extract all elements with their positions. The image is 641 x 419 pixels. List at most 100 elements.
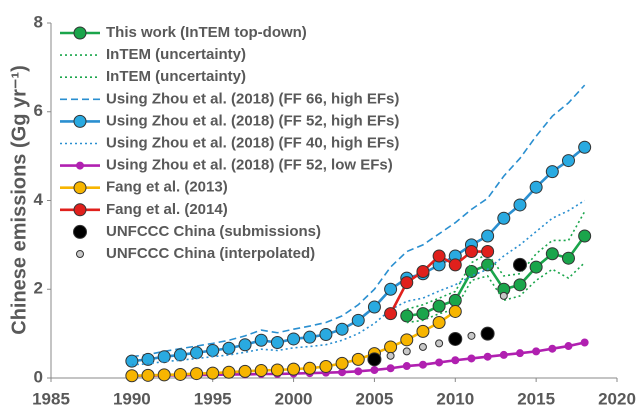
legend-label: UNFCCC China (submissions) bbox=[106, 223, 321, 240]
legend-marker bbox=[73, 224, 87, 239]
data-point bbox=[367, 300, 381, 314]
data-point bbox=[400, 333, 414, 347]
data-point bbox=[451, 356, 460, 365]
data-point bbox=[222, 341, 236, 355]
series-line bbox=[406, 211, 586, 310]
data-point bbox=[561, 154, 575, 168]
series-line bbox=[131, 199, 586, 366]
data-point bbox=[157, 350, 171, 364]
data-point bbox=[125, 369, 139, 383]
y-axis-title: Chinese emissions (Gg yr⁻¹) bbox=[8, 65, 30, 335]
data-point bbox=[532, 347, 541, 356]
data-point bbox=[564, 342, 573, 351]
data-point bbox=[173, 367, 187, 381]
data-point bbox=[319, 359, 333, 373]
legend-label: Fang et al. (2013) bbox=[106, 179, 228, 196]
data-point bbox=[222, 365, 236, 379]
y-tick-label: 6 bbox=[34, 101, 43, 120]
data-point bbox=[432, 299, 446, 313]
data-point bbox=[578, 229, 592, 243]
data-point bbox=[141, 352, 155, 366]
data-point bbox=[173, 348, 187, 362]
x-tick-label: 2005 bbox=[356, 389, 394, 408]
data-point bbox=[418, 342, 427, 351]
y-tick-label: 4 bbox=[34, 190, 44, 209]
data-point bbox=[545, 247, 559, 261]
data-point bbox=[480, 326, 495, 341]
data-point bbox=[481, 245, 495, 259]
data-point bbox=[402, 347, 411, 356]
x-tick-label: 2020 bbox=[598, 389, 636, 408]
legend-marker bbox=[73, 26, 87, 40]
data-point bbox=[529, 260, 543, 274]
data-point bbox=[367, 352, 382, 367]
data-point bbox=[190, 346, 204, 360]
data-point bbox=[515, 349, 524, 358]
data-point bbox=[254, 333, 268, 347]
x-tick-label: 1985 bbox=[32, 389, 70, 408]
data-point bbox=[287, 332, 301, 346]
data-point bbox=[157, 368, 171, 382]
data-point bbox=[400, 276, 414, 290]
data-point bbox=[529, 180, 543, 194]
data-point bbox=[548, 344, 557, 353]
data-point bbox=[354, 367, 363, 376]
data-point bbox=[125, 354, 139, 368]
legend-marker bbox=[76, 161, 84, 170]
data-point bbox=[335, 356, 349, 370]
data-point bbox=[238, 338, 252, 352]
data-point bbox=[351, 313, 365, 327]
data-point bbox=[513, 198, 527, 212]
y-tick-label: 2 bbox=[34, 279, 43, 298]
data-point bbox=[386, 351, 395, 360]
y-tick-label: 8 bbox=[34, 12, 43, 31]
data-point bbox=[335, 322, 349, 336]
data-point bbox=[384, 340, 398, 354]
data-point bbox=[499, 350, 508, 359]
legend-marker bbox=[73, 181, 87, 195]
series-line bbox=[406, 262, 586, 324]
data-point bbox=[483, 352, 492, 361]
legend-label: InTEM (uncertainty) bbox=[106, 46, 246, 63]
x-tick-label: 2010 bbox=[436, 389, 474, 408]
data-point bbox=[270, 363, 284, 377]
data-point bbox=[270, 336, 284, 349]
data-point bbox=[370, 366, 379, 375]
x-tick-label: 1990 bbox=[113, 389, 151, 408]
data-point bbox=[402, 362, 411, 371]
data-point bbox=[545, 165, 559, 179]
legend-marker bbox=[73, 114, 87, 128]
data-point bbox=[303, 361, 317, 375]
data-point bbox=[206, 366, 220, 380]
legend-marker bbox=[76, 250, 84, 258]
legend-label: Using Zhou et al. (2018) (FF 52, low EFs… bbox=[106, 157, 393, 174]
legend-label: Using Zhou et al. (2018) (FF 52, high EF… bbox=[106, 112, 399, 129]
data-point bbox=[190, 367, 204, 381]
legend-marker bbox=[73, 203, 87, 217]
data-point bbox=[512, 257, 527, 272]
data-point bbox=[384, 282, 398, 296]
data-point bbox=[416, 265, 430, 278]
data-point bbox=[513, 278, 527, 292]
data-point bbox=[418, 360, 427, 369]
data-point bbox=[206, 343, 220, 357]
legend-label: Using Zhou et al. (2018) (FF 40, high EF… bbox=[106, 134, 399, 151]
series-line bbox=[131, 84, 586, 358]
data-point bbox=[499, 291, 508, 300]
data-point bbox=[351, 352, 365, 366]
x-tick-label: 2000 bbox=[275, 389, 313, 408]
data-point bbox=[561, 251, 575, 265]
legend-label: This work (InTEM top-down) bbox=[106, 24, 307, 41]
data-point bbox=[464, 245, 478, 259]
legend-label: InTEM (uncertainty) bbox=[106, 68, 246, 85]
data-point bbox=[467, 331, 476, 340]
x-tick-label: 1995 bbox=[194, 389, 232, 408]
data-point bbox=[580, 338, 589, 347]
data-point bbox=[319, 328, 333, 342]
data-point bbox=[254, 363, 268, 377]
data-point bbox=[303, 330, 317, 344]
data-point bbox=[141, 368, 155, 382]
data-point bbox=[497, 211, 511, 225]
data-point bbox=[435, 358, 444, 367]
